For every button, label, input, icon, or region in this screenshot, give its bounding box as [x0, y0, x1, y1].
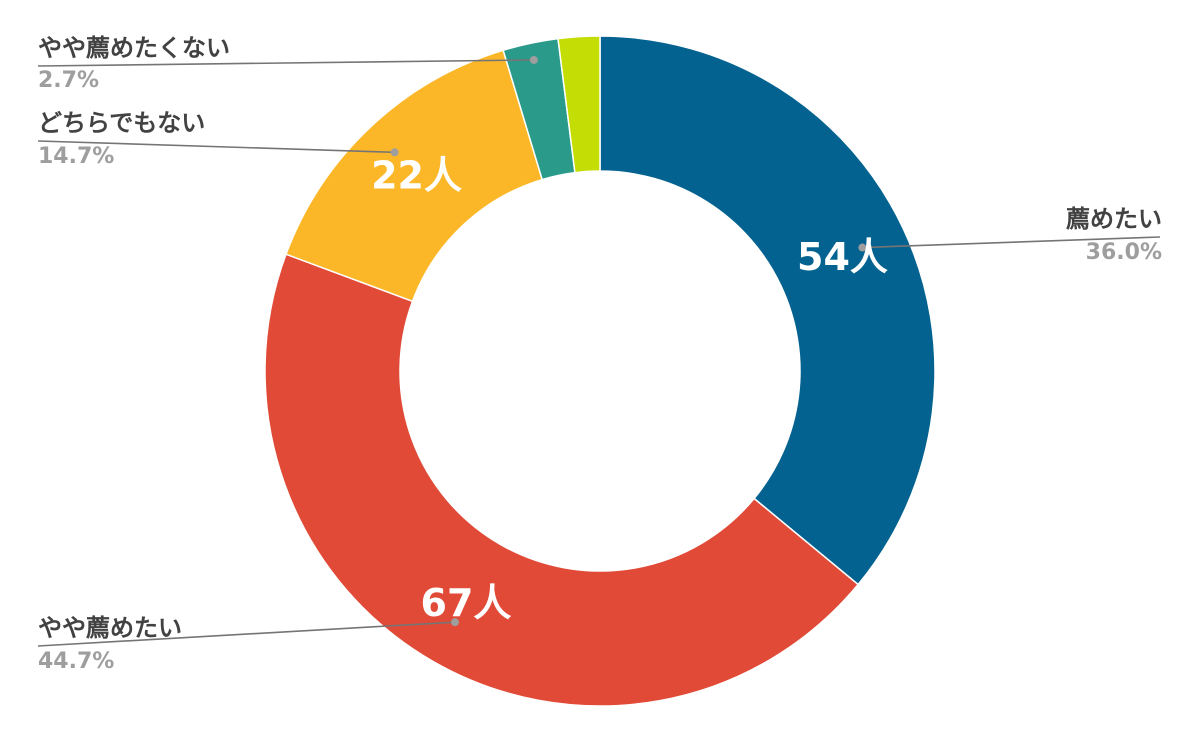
leader-dot-0	[858, 243, 867, 252]
leader-line-3	[37, 59, 534, 67]
slice-0	[599, 35, 936, 586]
leader-line-0	[862, 236, 1161, 249]
category-label-1: やや薦めたい	[38, 614, 182, 642]
leader-dot-2	[390, 148, 399, 157]
leader-dot-3	[529, 55, 538, 64]
category-label-0: 薦めたい	[1066, 205, 1162, 233]
value-label-2: 22人	[371, 154, 462, 198]
category-label-2: どちらでもない	[38, 109, 205, 137]
percent-label-3: 2.7%	[38, 68, 99, 93]
percent-label-1: 44.7%	[38, 649, 114, 674]
slices-group	[264, 35, 936, 707]
percent-label-2: 14.7%	[38, 144, 114, 169]
leader-line-1	[37, 621, 456, 647]
slice-2	[285, 49, 544, 303]
leader-line-2	[37, 140, 395, 154]
value-label-0: 54人	[797, 235, 888, 279]
slice-1	[264, 253, 860, 707]
value-label-1: 67人	[421, 581, 512, 625]
percent-label-0: 36.0%	[1086, 240, 1162, 265]
slice-4	[557, 35, 601, 174]
leader-dot-1	[451, 618, 459, 627]
category-label-3: やや薦めたくない	[38, 34, 230, 62]
leader-lines-group	[37, 55, 1161, 647]
